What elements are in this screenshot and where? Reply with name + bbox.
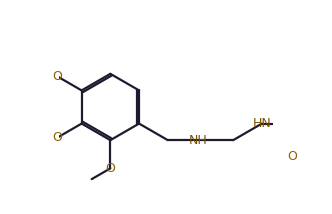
Text: O: O: [52, 70, 62, 83]
Text: O: O: [106, 162, 115, 175]
Text: HN: HN: [253, 117, 271, 130]
Text: O: O: [288, 150, 297, 163]
Text: NH: NH: [189, 134, 208, 147]
Text: O: O: [52, 131, 62, 144]
